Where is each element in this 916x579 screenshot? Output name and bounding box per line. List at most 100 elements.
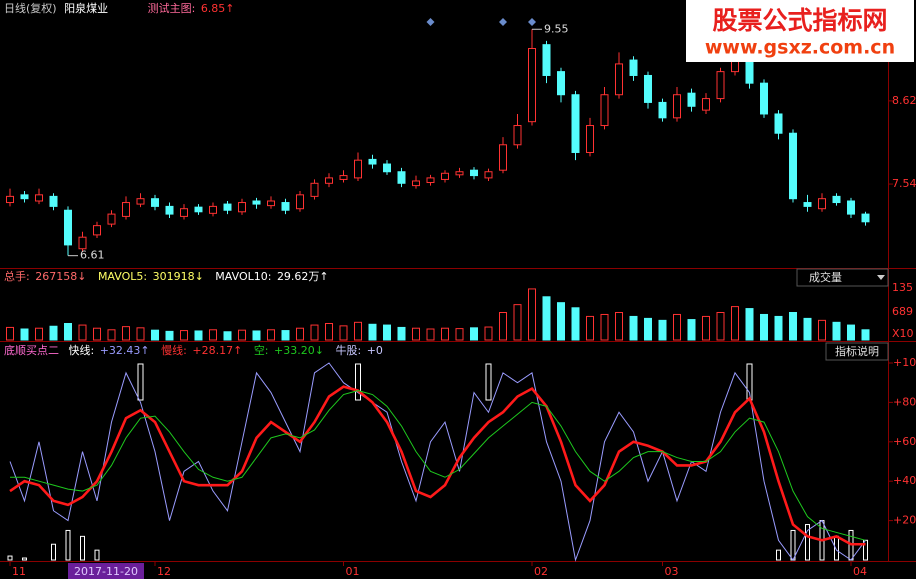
volume-bar: [383, 324, 391, 341]
volume-bar: [687, 319, 696, 341]
candle-body: [441, 172, 449, 180]
volume-bar: [731, 306, 739, 341]
volume-bar: [412, 327, 420, 341]
candle-body: [209, 205, 217, 214]
volume-bar: [238, 329, 246, 341]
volume-bar: [151, 329, 159, 341]
volume-bar: [426, 328, 435, 341]
candle-body: [861, 213, 870, 223]
candle-body: [629, 59, 638, 76]
indicator-button[interactable]: 指标说明: [825, 342, 889, 361]
volume-bar: [702, 315, 710, 341]
x-tick-label: 02: [534, 565, 548, 578]
ma5-value: 301918↓: [153, 270, 204, 283]
y-tick-label: 8.62: [892, 94, 916, 107]
x-tick-label: 03: [665, 565, 679, 578]
volume-bar: [600, 313, 609, 341]
indicator-line: [9, 385, 866, 546]
total-label: 总手:: [4, 269, 30, 283]
volume-bar: [789, 312, 797, 341]
marker-diamond: [528, 18, 536, 26]
candle-body: [658, 101, 667, 119]
candle-body: [716, 71, 725, 100]
volume-bar: [209, 329, 217, 341]
candle-body: [774, 113, 783, 134]
marker-diamond: [499, 18, 507, 26]
watermark-url: www.gsxz.com.cn: [705, 37, 895, 59]
volume-bar: [194, 330, 203, 341]
volume-bar: [847, 324, 855, 341]
candle-body: [847, 200, 855, 215]
button-box: [825, 342, 889, 361]
volume-bar: [165, 330, 174, 341]
ma5-label: MAVOL5:: [98, 270, 147, 283]
total-value: 267158↓: [35, 270, 86, 283]
volume-bar: [513, 304, 522, 341]
candle-body: [78, 236, 87, 250]
watermark-name: 股票公式指标网: [712, 6, 887, 35]
volume-bar: [644, 317, 652, 341]
candle-body: [325, 177, 333, 184]
volume-bar: [78, 324, 87, 341]
price-header: 日线(复权) 阳泉煤业 测试主图: 6.85↑: [4, 1, 235, 15]
volume-bar: [281, 330, 290, 341]
volume-bar: [774, 315, 783, 341]
candle-body: [354, 159, 362, 179]
candle-body: [600, 94, 609, 127]
candle-body: [397, 171, 406, 184]
indicator-line: [10, 390, 866, 541]
volume-bar: [484, 326, 493, 341]
volume-bar: [107, 329, 116, 341]
volume-bar: [136, 327, 145, 341]
x-tick-label: 12: [157, 565, 171, 578]
candle-body: [702, 98, 710, 111]
candle-body: [165, 205, 174, 215]
volume-bar: [296, 327, 304, 341]
candle-body: [368, 158, 377, 165]
candle-body: [832, 195, 841, 204]
candle-body: [644, 74, 652, 103]
empty-value: +33.20↓: [274, 344, 324, 357]
volume-bar: [861, 329, 870, 341]
candle-body: [194, 206, 203, 213]
y-tick-label: +100: [893, 356, 916, 369]
signal-marker: [485, 363, 492, 401]
candle-body: [122, 202, 130, 217]
volume-button[interactable]: 成交量: [796, 268, 889, 287]
watermark: 股票公式指标网 www.gsxz.com.cn: [686, 0, 914, 62]
y-tick-label: +40: [893, 474, 916, 487]
volume-bar: [832, 321, 841, 341]
candle-body: [64, 209, 72, 246]
volume-bar: [325, 323, 333, 341]
volume-bar: [803, 317, 812, 341]
volume-bar: [49, 325, 58, 341]
candle-body: [180, 208, 188, 217]
fast-value: +32.43↑: [100, 344, 150, 357]
volume-bar: [441, 327, 449, 341]
y-tick-label: +60: [893, 435, 916, 448]
volume-bar: [354, 321, 362, 341]
stock-name: 阳泉煤业: [64, 1, 108, 15]
ma10-label: MAVOL10:: [215, 270, 271, 283]
bull-bar: [22, 557, 27, 561]
bull-bar: [7, 555, 13, 561]
x-tick-label: 11: [12, 565, 26, 578]
indicator-title: 底顺买点二: [4, 343, 59, 357]
button-label: 指标说明: [835, 344, 879, 358]
volume-bar: [658, 319, 667, 341]
candle-body: [789, 132, 797, 200]
candle-body: [426, 177, 435, 184]
volume-bar: [455, 328, 464, 341]
candle-body: [528, 48, 536, 123]
signal-marker: [137, 363, 144, 401]
volume-bar: [615, 312, 623, 341]
candle-body: [20, 194, 29, 200]
volume-bar: [542, 296, 551, 341]
candle-body: [687, 92, 696, 107]
volume-bar: [745, 308, 754, 341]
volume-axis-label: 135: [892, 281, 913, 294]
candle-body: [542, 44, 551, 76]
volume-axis-label: 689: [892, 305, 913, 318]
